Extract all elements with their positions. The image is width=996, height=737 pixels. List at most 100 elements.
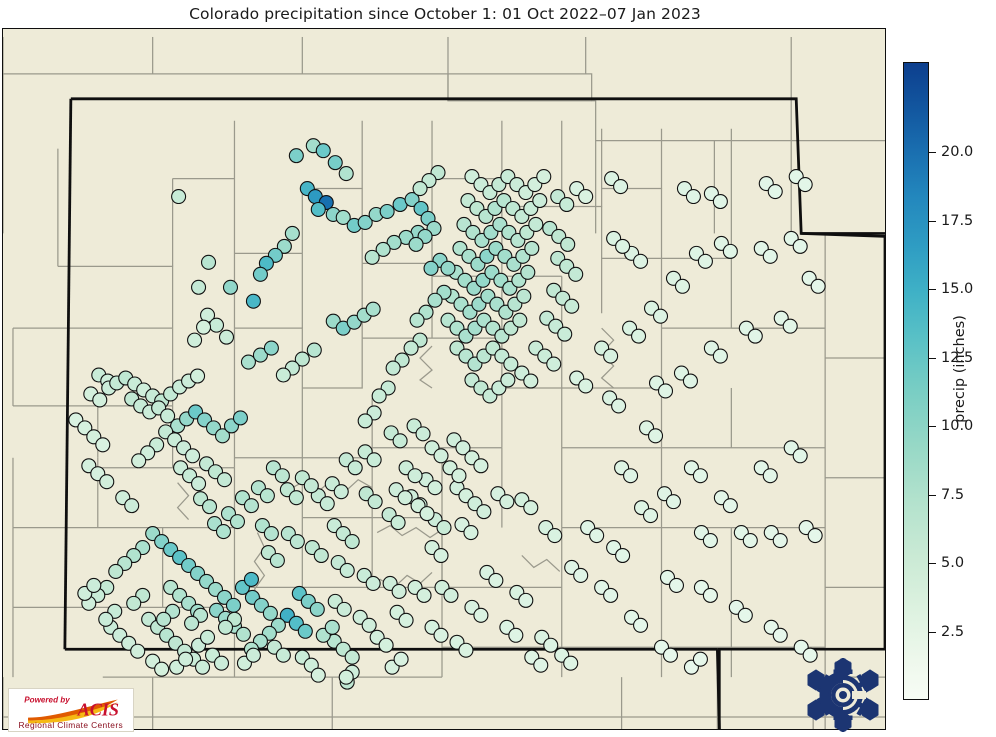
station-marker[interactable] bbox=[415, 426, 431, 442]
station-marker[interactable] bbox=[518, 592, 534, 608]
colorado-climate-center-logo[interactable] bbox=[800, 658, 886, 732]
station-marker[interactable] bbox=[433, 627, 449, 643]
station-marker[interactable] bbox=[419, 506, 435, 522]
station-marker[interactable] bbox=[391, 583, 407, 599]
station-marker[interactable] bbox=[240, 354, 256, 370]
station-marker[interactable] bbox=[742, 533, 758, 549]
station-marker[interactable] bbox=[306, 342, 322, 358]
station-marker[interactable] bbox=[455, 440, 471, 456]
station-marker[interactable] bbox=[398, 612, 414, 628]
station-marker[interactable] bbox=[408, 236, 424, 252]
station-marker[interactable] bbox=[339, 562, 355, 578]
station-marker[interactable] bbox=[357, 413, 373, 429]
station-marker[interactable] bbox=[338, 669, 354, 685]
station-marker[interactable] bbox=[336, 601, 352, 617]
station-marker[interactable] bbox=[392, 433, 408, 449]
station-marker[interactable] bbox=[99, 474, 115, 490]
station-marker[interactable] bbox=[463, 525, 479, 541]
station-marker[interactable] bbox=[303, 478, 319, 494]
station-marker[interactable] bbox=[232, 410, 248, 426]
station-marker[interactable] bbox=[347, 460, 363, 476]
station-marker[interactable] bbox=[243, 498, 259, 514]
station-marker[interactable] bbox=[404, 191, 420, 208]
station-marker[interactable] bbox=[371, 388, 387, 404]
station-marker[interactable] bbox=[366, 452, 382, 468]
station-marker[interactable] bbox=[335, 209, 351, 225]
station-marker[interactable] bbox=[458, 642, 474, 658]
station-marker[interactable] bbox=[171, 188, 187, 205]
station-marker[interactable] bbox=[564, 298, 580, 314]
station-marker[interactable] bbox=[722, 243, 738, 259]
station-marker[interactable] bbox=[124, 498, 140, 514]
station-marker[interactable] bbox=[516, 288, 532, 304]
station-marker[interactable] bbox=[200, 629, 216, 645]
station-marker[interactable] bbox=[252, 266, 268, 282]
station-marker[interactable] bbox=[792, 448, 808, 464]
station-marker[interactable] bbox=[98, 611, 114, 627]
station-marker[interactable] bbox=[276, 238, 292, 254]
station-marker[interactable] bbox=[433, 547, 449, 564]
station-marker[interactable] bbox=[547, 528, 563, 544]
station-marker[interactable] bbox=[313, 547, 329, 564]
station-marker[interactable] bbox=[235, 626, 251, 642]
station-marker[interactable] bbox=[702, 533, 718, 549]
station-marker[interactable] bbox=[692, 468, 708, 484]
station-marker[interactable] bbox=[390, 515, 406, 531]
station-marker[interactable] bbox=[225, 597, 242, 613]
station-marker[interactable] bbox=[499, 494, 515, 510]
station-marker[interactable] bbox=[613, 179, 629, 195]
station-marker[interactable] bbox=[403, 340, 419, 356]
station-marker[interactable] bbox=[309, 601, 325, 617]
station-marker[interactable] bbox=[589, 528, 605, 544]
station-marker[interactable] bbox=[108, 563, 124, 579]
station-marker[interactable] bbox=[633, 253, 649, 269]
station-marker[interactable] bbox=[217, 619, 234, 635]
acis-logo[interactable]: Powered by ACIS Regional Climate Centers bbox=[8, 688, 134, 732]
station-marker[interactable] bbox=[178, 651, 194, 667]
station-marker[interactable] bbox=[767, 184, 783, 200]
station-marker[interactable] bbox=[674, 278, 690, 294]
station-marker[interactable] bbox=[559, 196, 575, 213]
station-marker[interactable] bbox=[573, 567, 589, 583]
station-marker[interactable] bbox=[762, 468, 778, 484]
station-marker[interactable] bbox=[259, 488, 275, 504]
station-marker[interactable] bbox=[218, 329, 235, 345]
station-marker[interactable] bbox=[603, 348, 619, 364]
station-marker[interactable] bbox=[772, 627, 788, 643]
station-marker[interactable] bbox=[536, 169, 552, 185]
station-marker[interactable] bbox=[427, 292, 443, 308]
station-marker[interactable] bbox=[245, 647, 261, 663]
station-marker[interactable] bbox=[797, 177, 813, 193]
station-marker[interactable] bbox=[190, 368, 206, 384]
station-marker[interactable] bbox=[611, 398, 627, 414]
station-marker[interactable] bbox=[662, 647, 679, 663]
station-marker[interactable] bbox=[275, 367, 291, 383]
station-marker[interactable] bbox=[215, 524, 232, 540]
station-marker[interactable] bbox=[77, 420, 93, 436]
station-marker[interactable] bbox=[191, 279, 207, 295]
station-marker[interactable] bbox=[546, 356, 562, 372]
station-marker[interactable] bbox=[262, 605, 278, 621]
station-marker[interactable] bbox=[154, 661, 170, 677]
station-marker[interactable] bbox=[229, 514, 246, 530]
station-marker[interactable] bbox=[92, 392, 108, 408]
station-marker[interactable] bbox=[324, 619, 340, 635]
station-marker[interactable] bbox=[310, 667, 326, 683]
station-marker[interactable] bbox=[568, 266, 584, 282]
station-marker[interactable] bbox=[196, 319, 212, 335]
station-marker[interactable] bbox=[213, 655, 230, 671]
station-marker[interactable] bbox=[623, 468, 639, 484]
station-marker[interactable] bbox=[416, 587, 432, 603]
station-marker[interactable] bbox=[201, 254, 217, 270]
station-marker[interactable] bbox=[782, 318, 798, 334]
station-marker[interactable] bbox=[652, 308, 669, 324]
station-marker[interactable] bbox=[160, 408, 176, 424]
station-marker[interactable] bbox=[294, 351, 310, 367]
station-marker[interactable] bbox=[503, 356, 519, 372]
station-marker[interactable] bbox=[216, 472, 233, 488]
station-marker[interactable] bbox=[451, 468, 467, 484]
station-marker[interactable] bbox=[315, 143, 331, 159]
station-marker[interactable] bbox=[327, 155, 343, 171]
station-marker[interactable] bbox=[289, 534, 305, 550]
station-marker[interactable] bbox=[712, 193, 728, 210]
